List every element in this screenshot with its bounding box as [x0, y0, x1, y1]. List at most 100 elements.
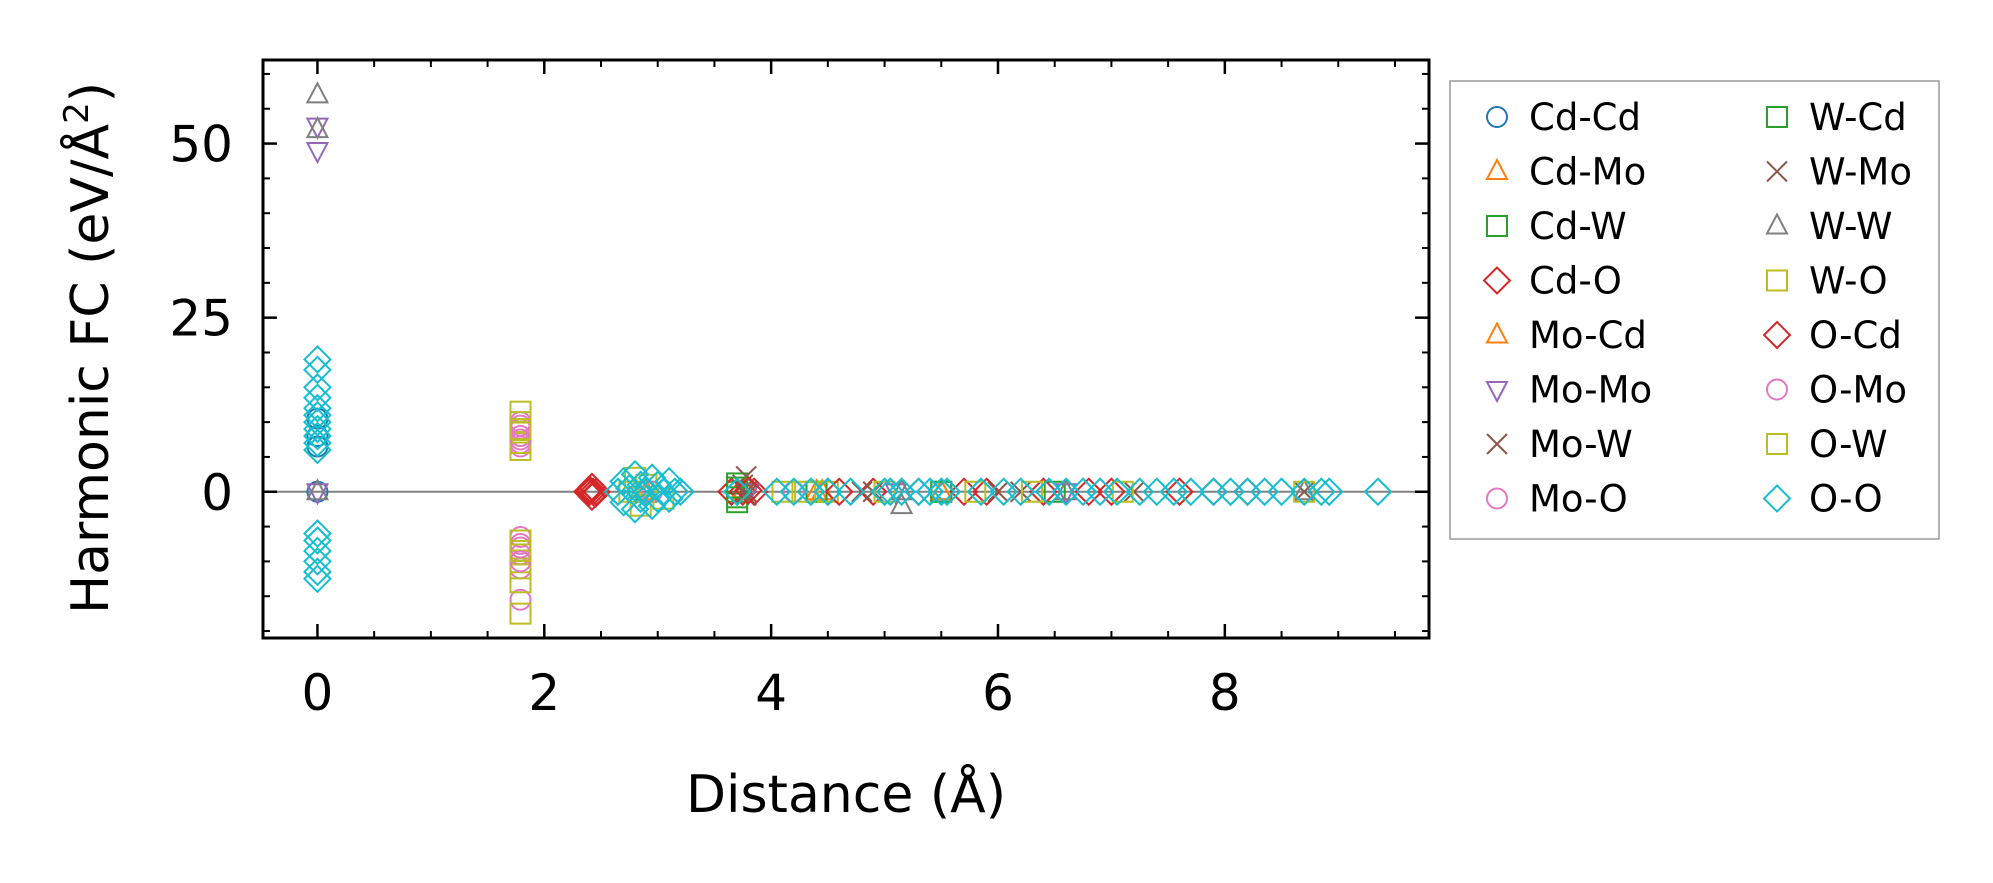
data-point — [305, 478, 330, 501]
legend-entry: Cd-Cd — [1486, 96, 1641, 139]
data-point — [305, 115, 330, 139]
y-axis-title: Harmonic FC (eV/Å2) — [57, 82, 121, 614]
data-point — [303, 421, 332, 451]
data-point — [303, 345, 332, 374]
legend-entry: W-Mo — [1766, 151, 1912, 194]
data-point — [303, 383, 332, 413]
data-point — [964, 480, 987, 503]
data-point — [904, 477, 934, 507]
y-axis-title-superscript: 2 — [57, 102, 97, 124]
data-point — [1267, 477, 1296, 507]
data-point — [875, 477, 905, 507]
data-point — [620, 494, 650, 524]
plot-area — [261, 58, 1431, 640]
data-point — [305, 142, 330, 165]
data-point — [306, 425, 329, 448]
data-markers — [303, 81, 1393, 625]
data-point — [966, 477, 996, 507]
data-point — [722, 477, 752, 507]
data-point — [1306, 477, 1336, 507]
data-point — [303, 393, 332, 423]
legend-entry: Cd-W — [1486, 205, 1627, 248]
data-point — [654, 484, 684, 514]
x-marker-stroke — [1123, 481, 1145, 503]
legend-marker — [1486, 215, 1508, 237]
x-tick-label: 4 — [755, 664, 787, 722]
data-point — [305, 483, 330, 506]
legend-label: Mo-Cd — [1529, 314, 1647, 357]
x-tick-label: 8 — [1209, 664, 1241, 722]
x-axis-title: Distance (Å) — [686, 763, 1006, 825]
legend-label: Mo-Mo — [1529, 369, 1652, 412]
data-point — [1123, 481, 1145, 503]
data-point — [1314, 477, 1344, 507]
legend-entry: Mo-Cd — [1485, 314, 1647, 357]
data-point — [303, 414, 332, 444]
data-point — [771, 480, 794, 503]
data-point — [1363, 477, 1393, 507]
legend-entries: Cd-Cd Cd-Mo Cd-W Cd-O Mo-Cd Mo-Mo Mo-W Mo-O W-Cd… — [1482, 96, 1912, 521]
y-tick-label: 50 — [169, 116, 233, 174]
data-point — [603, 477, 633, 507]
legend-marker — [1482, 266, 1512, 295]
legend-label: Cd-O — [1529, 260, 1622, 303]
data-point — [509, 588, 532, 611]
tick-labels: 0 2 4 6 8 0 25 50 — [169, 116, 1240, 722]
legend-entry: W-W — [1765, 205, 1893, 248]
x-marker-stroke — [851, 481, 873, 503]
legend-label: O-Mo — [1809, 369, 1907, 412]
data-point — [824, 477, 854, 507]
data-point — [862, 481, 884, 503]
legend-marker — [1486, 487, 1508, 510]
data-point — [303, 546, 332, 576]
x-marker-stroke — [862, 481, 884, 503]
data-point — [1006, 477, 1036, 507]
data-point — [1102, 477, 1132, 507]
data-point — [926, 477, 956, 507]
legend-marker — [1766, 433, 1788, 455]
data-point — [303, 564, 332, 594]
y-axis-title-close: ) — [61, 82, 121, 102]
legend-label: O-O — [1809, 478, 1883, 521]
data-point — [1176, 477, 1206, 507]
legend-label: W-W — [1809, 205, 1893, 248]
axis-ticks — [263, 60, 1429, 638]
legend-entry: Mo-Mo — [1485, 369, 1652, 412]
data-point — [303, 372, 332, 402]
data-point — [575, 477, 605, 507]
data-point — [1043, 480, 1066, 503]
data-point — [303, 407, 332, 437]
legend-marker — [1485, 321, 1509, 344]
legend-marker — [1766, 269, 1788, 292]
data-point — [303, 400, 332, 430]
legend-entry: Cd-Mo — [1485, 151, 1646, 194]
data-point — [303, 428, 332, 458]
data-point — [303, 557, 332, 587]
data-point — [889, 492, 914, 515]
legend-label: W-Cd — [1809, 96, 1907, 139]
legend-label: O-W — [1809, 423, 1888, 466]
x-tick-label: 2 — [528, 664, 560, 722]
x-tick-label: 0 — [302, 664, 334, 722]
data-point — [1021, 480, 1044, 503]
data-point — [665, 477, 695, 507]
data-point — [509, 418, 532, 441]
data-point — [873, 480, 896, 503]
data-point — [620, 459, 650, 489]
legend-marker — [1485, 381, 1509, 404]
legend-marker — [1485, 157, 1509, 180]
plot-frame — [261, 58, 1431, 640]
legend-label: Mo-O — [1529, 478, 1628, 521]
data-point — [575, 475, 605, 505]
data-point — [303, 435, 332, 465]
legend-entry: O-Mo — [1766, 369, 1907, 412]
legend-label: W-Mo — [1809, 151, 1912, 194]
legend-entry: Cd-O — [1482, 260, 1622, 303]
legend-entry: Mo-W — [1486, 423, 1633, 466]
legend-entry: O-W — [1766, 423, 1888, 466]
x-tick-label: 6 — [982, 664, 1014, 722]
legend-label: Cd-Cd — [1529, 96, 1641, 139]
x-marker-stroke — [1486, 433, 1508, 455]
legend-marker — [1766, 106, 1788, 128]
data-point — [303, 526, 332, 555]
